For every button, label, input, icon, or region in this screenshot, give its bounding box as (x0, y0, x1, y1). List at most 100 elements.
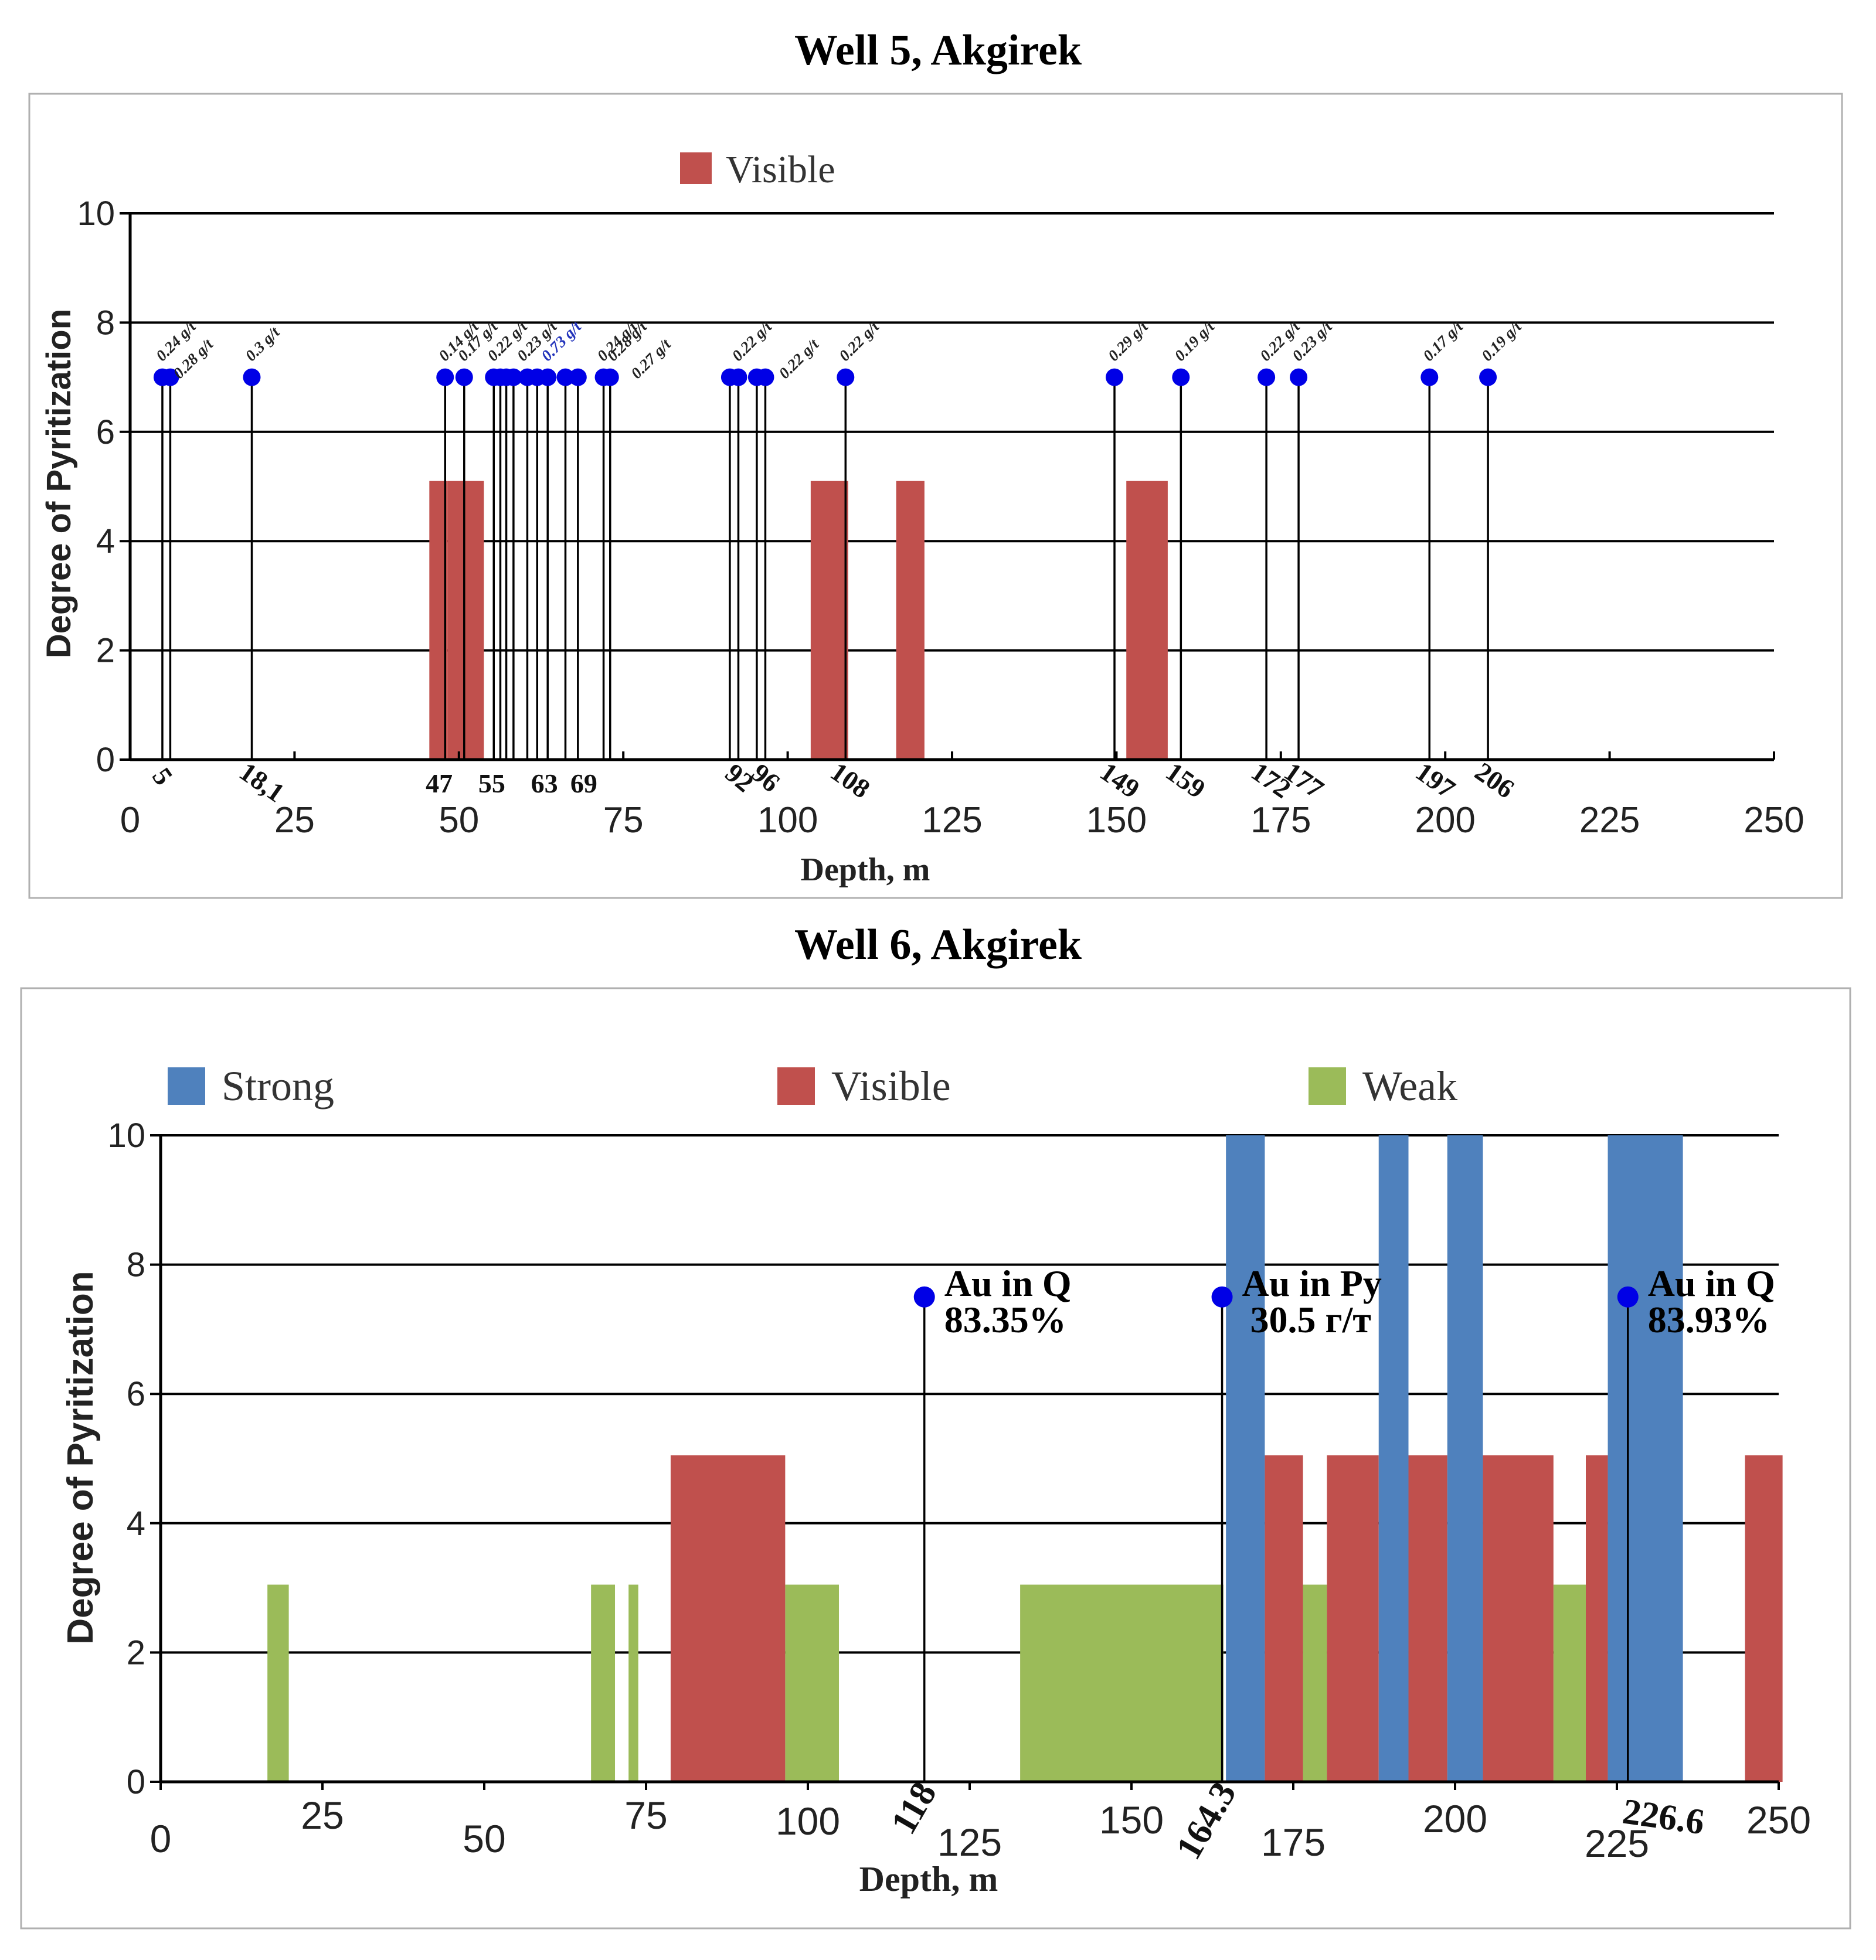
x-tick-label-25: 25 (274, 800, 315, 841)
legend-label-visible: Visible (831, 1063, 951, 1110)
x-tick-label-50: 50 (463, 1817, 505, 1860)
x-tick-label-50: 50 (439, 800, 479, 841)
legend-well6: Strong Visible Weak (168, 1063, 1457, 1110)
y-tick-label-2: 2 (127, 1634, 145, 1672)
x-tick-label-250: 250 (1744, 800, 1804, 841)
sample-marker-24 (1290, 368, 1308, 386)
y-tick-label-4: 4 (96, 522, 115, 560)
y-tick-label-8: 8 (96, 304, 115, 342)
bar-visible-0 (670, 1455, 786, 1782)
gridlines-well5 (130, 212, 1774, 652)
y-tick-label-10: 10 (77, 195, 115, 233)
annotation-line2-1: 30.5 г/т (1250, 1299, 1371, 1340)
x-tick-label-250: 250 (1746, 1798, 1811, 1842)
y-tick-label-6: 6 (96, 413, 115, 451)
sample-marker-1 (1211, 1286, 1233, 1308)
bar-weak-6 (1553, 1584, 1586, 1782)
bar-weak-2 (628, 1584, 638, 1782)
bar-visible-1 (1265, 1455, 1303, 1782)
x-tick-label-225: 225 (1585, 1822, 1649, 1865)
sample-marker-20 (837, 368, 855, 386)
bar-strong-2 (1447, 1135, 1483, 1782)
sample-marker-12 (556, 368, 575, 386)
y-tick-label-10: 10 (107, 1117, 145, 1155)
bar-weak-5 (1303, 1584, 1327, 1782)
legend-label-weak: Weak (1362, 1063, 1457, 1110)
bar-visible-5 (1586, 1455, 1608, 1782)
legend-label-strong: Strong (222, 1063, 334, 1110)
bar-strong-0 (1226, 1135, 1265, 1782)
x-tick-label-175: 175 (1261, 1821, 1326, 1864)
y-tick-label-4: 4 (127, 1505, 145, 1543)
depth-label-4: 63 (531, 768, 558, 798)
y-axis-label-well5: Degree of Pyritization (40, 309, 78, 658)
x-tick-label-200: 200 (1423, 1797, 1487, 1840)
bar-weak-1 (591, 1584, 616, 1782)
chart-title-well5: Well 5, Akgirek (794, 26, 1082, 74)
legend-swatch-visible (777, 1067, 815, 1105)
bars-well5 (429, 481, 1168, 760)
annotation-line1-1: Au in Py (1242, 1263, 1382, 1304)
x-tick-label-150: 150 (1086, 800, 1147, 841)
depth-label-3: 55 (478, 768, 505, 798)
bar-visible-3 (896, 481, 925, 760)
sample-marker-23 (1258, 368, 1276, 386)
legend-swatch-visible (680, 152, 712, 184)
x-tick-label-150: 150 (1099, 1798, 1164, 1842)
annotation-line1-2: Au in Q (1648, 1263, 1775, 1304)
legend-well5: Visible (680, 148, 835, 191)
sample-marker-15 (601, 368, 619, 386)
annotation-line1-0: Au in Q (944, 1263, 1072, 1304)
x-tick-label-175: 175 (1250, 800, 1311, 841)
chart-title-well6: Well 6, Akgirek (794, 921, 1082, 969)
y-tick-label-0: 0 (127, 1763, 145, 1801)
bar-strong-3 (1607, 1135, 1683, 1782)
x-tick-label-225: 225 (1579, 800, 1640, 841)
bar-visible-6 (1745, 1455, 1783, 1782)
sample-marker-2 (1617, 1286, 1639, 1308)
bar-weak-0 (267, 1584, 289, 1782)
bar-visible-2 (1327, 1455, 1379, 1782)
sample-marker-17 (729, 368, 747, 386)
sample-marker-22 (1172, 368, 1190, 386)
x-tick-label-200: 200 (1415, 800, 1475, 841)
sample-marker-21 (1106, 368, 1124, 386)
y-axis-label-well6: Degree of Pyritization (60, 1271, 101, 1644)
depth-label-5: 69 (570, 768, 597, 798)
x-tick-label-75: 75 (624, 1794, 667, 1837)
bar-visible-3 (1408, 1455, 1447, 1782)
depth-label-2: 47 (426, 768, 453, 798)
chart-frame-well6 (20, 987, 1851, 1930)
bar-weak-3 (785, 1584, 839, 1782)
x-axis-label-well6: Depth, m (859, 1860, 998, 1898)
legend-swatch-weak (1309, 1067, 1346, 1105)
annotation-line2-0: 83.35% (944, 1299, 1066, 1340)
bar-visible-1 (447, 481, 484, 760)
sample-marker-4 (455, 368, 473, 386)
x-axis-label-well5: Depth, m (801, 852, 930, 888)
bar-visible-4 (1483, 1455, 1554, 1782)
sample-marker-19 (756, 368, 774, 386)
sample-marker-25 (1420, 368, 1439, 386)
sample-marker-11 (539, 368, 557, 386)
bar-visible-4 (1126, 481, 1168, 760)
sample-marker-1 (161, 368, 179, 386)
sample-marker-0 (913, 1286, 935, 1308)
legend-label-visible: Visible (726, 148, 835, 191)
sample-marker-3 (436, 368, 454, 386)
sample-marker-26 (1479, 368, 1497, 386)
y-tick-label-0: 0 (96, 741, 115, 779)
bar-strong-1 (1378, 1135, 1409, 1782)
sample-marker-2 (243, 368, 261, 386)
x-tick-label-0: 0 (120, 800, 140, 841)
legend-swatch-strong (168, 1067, 205, 1105)
x-tick-label-100: 100 (757, 800, 818, 841)
y-tick-label-2: 2 (96, 632, 115, 670)
bar-visible-2 (810, 481, 848, 760)
x-tick-label-0: 0 (150, 1817, 172, 1860)
sample-marker-8 (504, 368, 522, 386)
bars-well6 (267, 1135, 1783, 1782)
x-tick-label-125: 125 (922, 800, 982, 841)
